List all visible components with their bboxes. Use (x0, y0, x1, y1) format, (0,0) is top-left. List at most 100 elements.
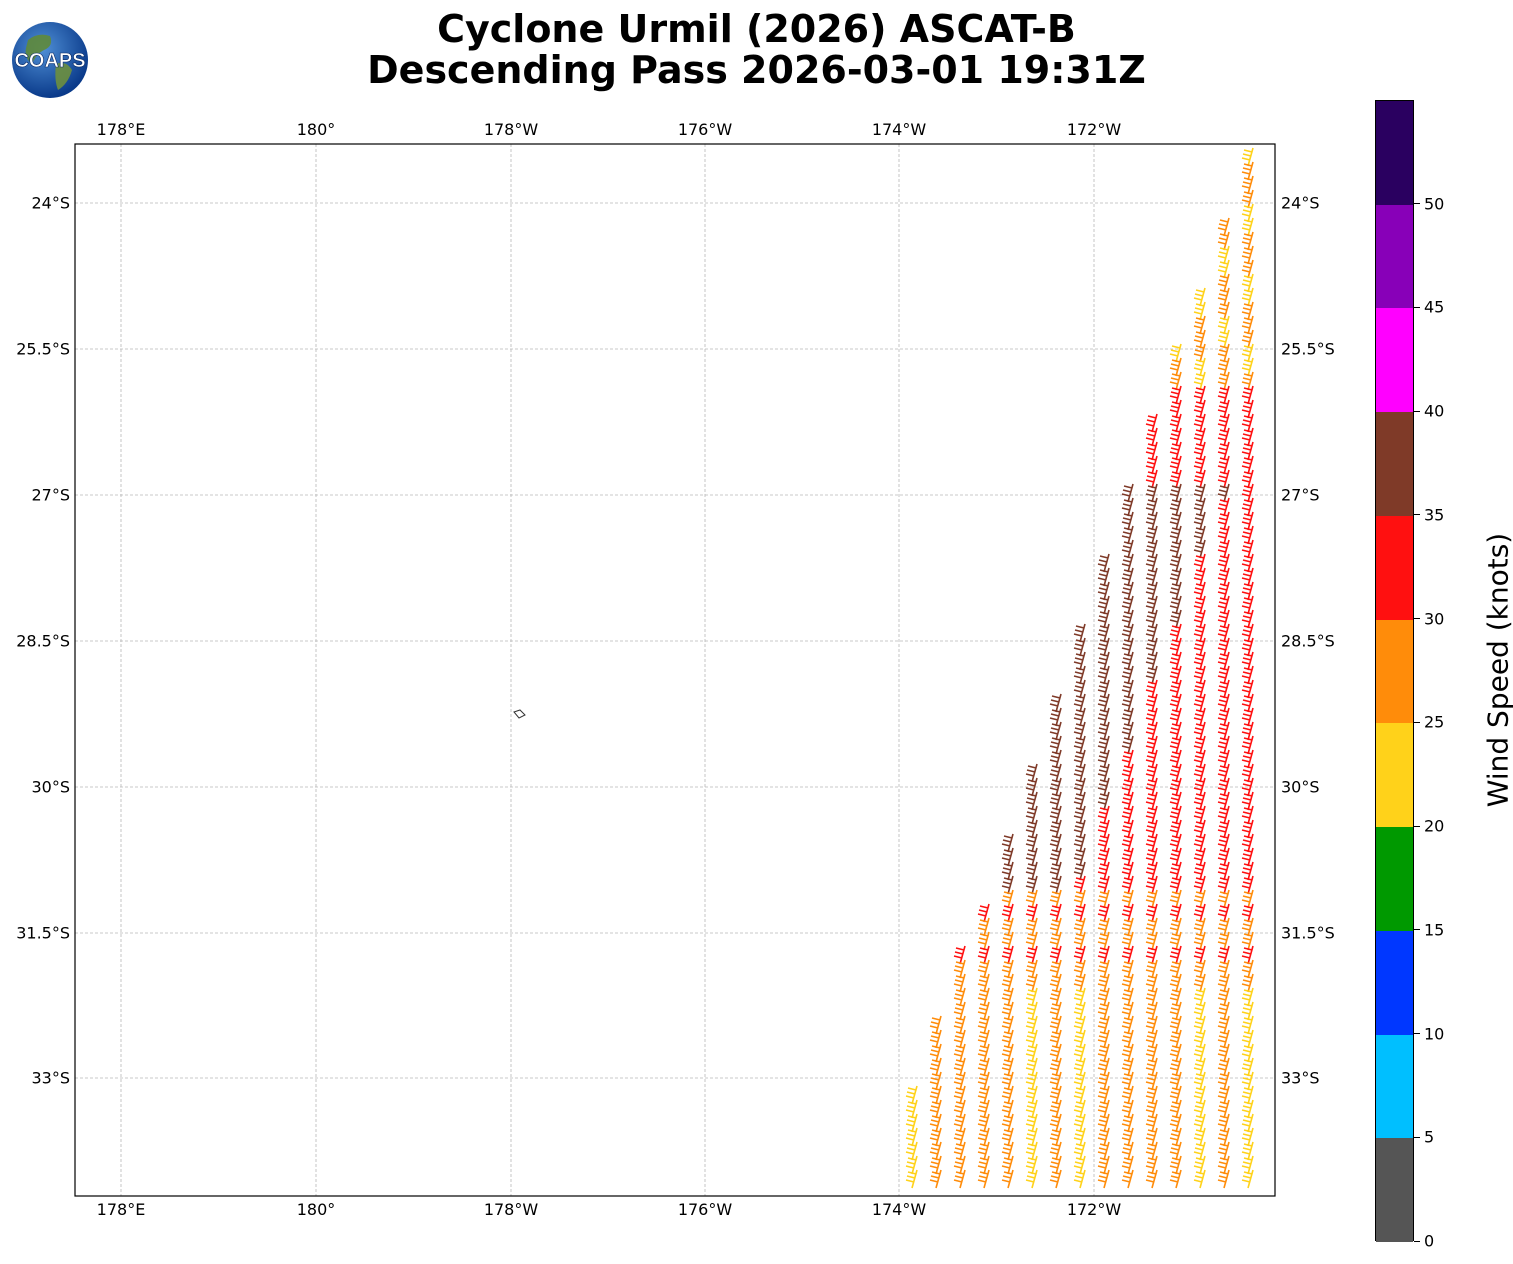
wind-barb (1049, 805, 1062, 825)
wind-barb (1025, 791, 1038, 811)
wind-barb (1169, 777, 1182, 797)
wind-barb (1121, 1001, 1134, 1021)
wind-barb (1025, 1043, 1038, 1063)
wind-barb (1145, 1155, 1158, 1175)
wind-barb (1145, 931, 1158, 951)
wind-barb (1121, 1057, 1134, 1077)
wind-barb (1241, 147, 1254, 167)
wind-barb (1217, 1085, 1230, 1105)
wind-barb (1001, 931, 1014, 951)
wind-barb (1097, 805, 1110, 825)
wind-barb (1145, 469, 1158, 489)
wind-barb (1073, 833, 1086, 853)
wind-barb (1217, 693, 1230, 713)
wind-barb (1097, 1099, 1110, 1119)
wind-barb (1169, 665, 1182, 685)
wind-barb (1073, 777, 1086, 797)
wind-barb (1241, 175, 1254, 195)
wind-barb (1145, 693, 1158, 713)
wind-barb (905, 1127, 918, 1147)
wind-barb (1169, 385, 1182, 405)
wind-barb (1049, 819, 1062, 839)
wind-barb (1193, 1099, 1206, 1119)
wind-barb (1049, 847, 1062, 867)
wind-barb (1121, 805, 1134, 825)
wind-barb (1169, 623, 1182, 643)
wind-barb (1121, 623, 1134, 643)
wind-barb (1217, 1001, 1230, 1021)
wind-barb (1001, 1071, 1014, 1091)
wind-barb (1217, 567, 1230, 587)
wind-barb (1217, 651, 1230, 671)
wind-barb (1145, 665, 1158, 685)
wind-barb (1241, 161, 1254, 181)
wind-barb (1217, 539, 1230, 559)
wind-barb (1145, 1127, 1158, 1147)
wind-barb (1193, 399, 1206, 419)
wind-barb (1145, 1085, 1158, 1105)
wind-barb (905, 1141, 918, 1161)
wind-barb (1097, 553, 1110, 573)
wind-barb (953, 1043, 966, 1063)
wind-barb (1241, 735, 1254, 755)
wind-barb (1193, 1015, 1206, 1035)
colorbar-segment (1376, 930, 1413, 1035)
wind-barb (1169, 553, 1182, 573)
colorbar-tick-label: 20 (1424, 816, 1445, 836)
wind-barb (1241, 1099, 1254, 1119)
wind-barb (929, 1127, 942, 1147)
wind-barb (1001, 1155, 1014, 1175)
wind-barb (1145, 413, 1158, 433)
lat-tick-left: 30°S (31, 777, 70, 797)
wind-barb (1217, 231, 1230, 251)
wind-barb (1145, 497, 1158, 517)
wind-barb (1073, 707, 1086, 727)
wind-barb (1169, 343, 1182, 363)
wind-barb (1121, 945, 1134, 965)
wind-barb (1169, 861, 1182, 881)
wind-barb (1001, 847, 1014, 867)
lat-tick-right: 28.5°S (1281, 631, 1335, 651)
wind-barb (1025, 875, 1038, 895)
wind-barb (1169, 427, 1182, 447)
wind-barb (1169, 609, 1182, 629)
gridlines (75, 144, 1275, 1196)
wind-barb (1097, 693, 1110, 713)
lat-tick-right: 31.5°S (1281, 923, 1335, 943)
wind-barb (1001, 1057, 1014, 1077)
colorbar-segment (1376, 619, 1413, 724)
svg-text:COAPS: COAPS (14, 50, 85, 72)
wind-barb (1241, 791, 1254, 811)
wind-barb (1241, 847, 1254, 867)
wind-barb (1121, 903, 1134, 923)
wind-barb (1193, 1127, 1206, 1147)
wind-barb (1193, 581, 1206, 601)
lat-tick-left: 31.5°S (16, 923, 70, 943)
wind-barb (1241, 1001, 1254, 1021)
wind-barb (1241, 469, 1254, 489)
colorbar-segment (1376, 1034, 1413, 1139)
wind-barb (1241, 1071, 1254, 1091)
wind-barb (1073, 1113, 1086, 1133)
wind-barb (1097, 1057, 1110, 1077)
colorbar-tick-label: 30 (1424, 609, 1445, 629)
wind-barb (1193, 1029, 1206, 1049)
colorbar-tick-label: 45 (1424, 297, 1445, 317)
lon-tick-bottom: 174°W (871, 1200, 927, 1219)
wind-barb (1097, 945, 1110, 965)
wind-barb (1193, 805, 1206, 825)
wind-barb (1097, 581, 1110, 601)
wind-barb (1241, 917, 1254, 937)
wind-barb (1217, 959, 1230, 979)
lon-tick-bottom: 178°E (96, 1200, 146, 1219)
wind-barb (1145, 427, 1158, 447)
lat-tick-left: 25.5°S (16, 339, 70, 359)
wind-barb (1097, 931, 1110, 951)
wind-barb (1193, 945, 1206, 965)
colorbar-tick-mark (1414, 929, 1420, 931)
wind-barb (1145, 679, 1158, 699)
wind-barb (1025, 1029, 1038, 1049)
wind-barb (1217, 413, 1230, 433)
wind-barb (1241, 819, 1254, 839)
wind-barb (1169, 959, 1182, 979)
